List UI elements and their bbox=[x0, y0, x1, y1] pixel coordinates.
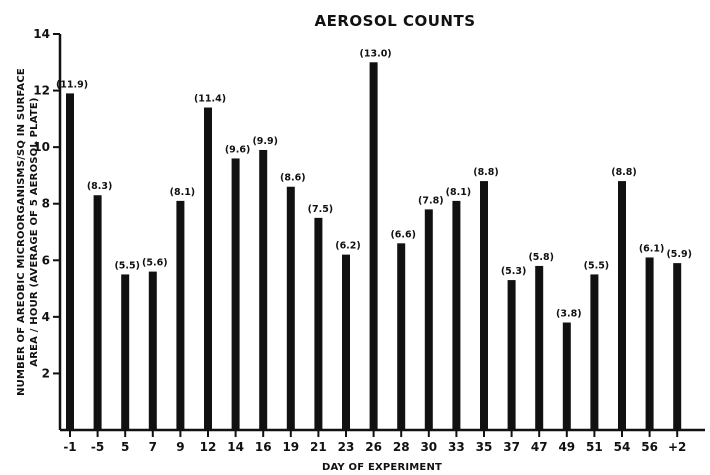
y-axis-label-line-1: NUMBER OF AREOBIC MICROORGANISMS/SQ IN S… bbox=[16, 68, 27, 396]
bar-9 bbox=[286, 186, 295, 430]
data-labels: (11.9)(8.3)(5.5) (5.6)(8.1)(11.4)(9.6)(9.… bbox=[56, 48, 692, 319]
chart-title: AEROSOL COUNTS bbox=[314, 12, 475, 30]
bar-1 bbox=[66, 93, 74, 431]
x-tick-label: -1 bbox=[63, 440, 76, 454]
x-tick-label: 33 bbox=[448, 440, 465, 454]
bar-6 bbox=[204, 107, 212, 431]
x-tick-label: 30 bbox=[420, 440, 437, 454]
bar-10 bbox=[314, 217, 323, 430]
bar-20 bbox=[590, 274, 599, 430]
data-label-23: (5.9) bbox=[666, 249, 692, 260]
x-tick-label: 23 bbox=[338, 440, 355, 454]
y-tick-label: 8 bbox=[42, 197, 50, 211]
bar-14 bbox=[424, 209, 433, 430]
bar-12 bbox=[369, 62, 378, 431]
bar-16 bbox=[480, 181, 488, 430]
data-label-13: (6.6) bbox=[390, 229, 416, 240]
bars bbox=[66, 62, 682, 431]
y-axis-label-group: NUMBER OF AREOBIC MICROORGANISMS/SQ IN S… bbox=[16, 68, 40, 396]
x-tick-label: 49 bbox=[558, 440, 575, 454]
data-label-11: (6.2) bbox=[335, 241, 361, 252]
data-label-7: (9.6) bbox=[225, 144, 251, 155]
x-tick-label: 51 bbox=[586, 440, 603, 454]
data-label-2: (8.3) bbox=[87, 181, 113, 192]
x-tick-label: 47 bbox=[531, 440, 548, 454]
y-tick-label: 12 bbox=[33, 84, 50, 98]
data-label-10: (7.5) bbox=[308, 204, 334, 215]
data-label-18: (5.8) bbox=[528, 252, 554, 263]
data-label-9: (8.6) bbox=[280, 173, 306, 184]
data-label-4: (5.6) bbox=[142, 258, 168, 269]
bar-4 bbox=[148, 271, 157, 430]
x-tick-label: 56 bbox=[641, 440, 658, 454]
x-axis-label: DAY OF EXPERIMENT bbox=[322, 462, 442, 473]
bar-23 bbox=[673, 263, 682, 430]
bar-13 bbox=[397, 243, 406, 430]
x-tick-label: 35 bbox=[476, 440, 493, 454]
x-tick-label: 7 bbox=[149, 440, 157, 454]
x-tick-label: -5 bbox=[91, 440, 104, 454]
x-tick-label: 12 bbox=[200, 440, 217, 454]
data-label-3: (5.5) bbox=[114, 260, 140, 271]
bar-11 bbox=[342, 254, 350, 430]
y-tick-label: 4 bbox=[42, 310, 50, 324]
x-tick-label: 37 bbox=[503, 440, 520, 454]
data-label-8: (9.9) bbox=[252, 136, 278, 147]
x-tick-label: 26 bbox=[365, 440, 382, 454]
bar-22 bbox=[645, 257, 654, 430]
data-label-19: (3.8) bbox=[556, 309, 582, 320]
x-tick-label: 9 bbox=[176, 440, 184, 454]
y-axis-label-line-2: AREA / HOUR (AVERAGE OF 5 AEROSOL PLATE) bbox=[29, 97, 40, 366]
x-tick-label: 21 bbox=[310, 440, 327, 454]
bar-18 bbox=[535, 265, 544, 430]
data-label-6: (11.4) bbox=[194, 94, 226, 105]
x-tick-label: 19 bbox=[282, 440, 299, 454]
data-label-17: (5.3) bbox=[501, 266, 527, 277]
x-tick-label: +2 bbox=[668, 440, 686, 454]
bar-19 bbox=[562, 322, 571, 430]
data-label-22: (6.1) bbox=[639, 243, 665, 254]
y-tick-label: 2 bbox=[42, 366, 50, 380]
y-ticks: 2 4 6 8 10 12 14 bbox=[33, 27, 60, 380]
data-label-20: (5.5) bbox=[584, 260, 610, 271]
x-tick-label: 14 bbox=[227, 440, 244, 454]
bar-5 bbox=[176, 200, 185, 430]
y-tick-label: 10 bbox=[33, 140, 50, 154]
x-tick-label: 28 bbox=[393, 440, 410, 454]
data-label-21: (8.8) bbox=[611, 167, 637, 178]
data-label-5: (8.1) bbox=[170, 187, 196, 198]
x-tick-label: 5 bbox=[121, 440, 129, 454]
bar-17 bbox=[507, 280, 516, 430]
bar-15 bbox=[452, 200, 461, 430]
bar-7 bbox=[231, 158, 240, 430]
y-tick-label: 6 bbox=[42, 253, 50, 267]
data-label-12: (13.0) bbox=[360, 48, 392, 59]
data-label-15: (8.1) bbox=[446, 187, 472, 198]
x-tick-label: 16 bbox=[255, 440, 272, 454]
bar-8 bbox=[259, 149, 268, 430]
data-label-16: (8.8) bbox=[473, 167, 499, 178]
bar-2 bbox=[93, 195, 102, 430]
bar-3 bbox=[121, 274, 130, 430]
x-ticks: -1 -5 5 7 9 12 14 16 19 21 23 26 28 30 33 35 37 47 49 51 54 5… bbox=[63, 430, 686, 454]
data-label-14: (7.8) bbox=[418, 195, 444, 206]
bar-21 bbox=[618, 181, 626, 430]
x-tick-label: 54 bbox=[614, 440, 631, 454]
data-label-1: (11.9) bbox=[56, 79, 88, 90]
y-tick-label: 14 bbox=[33, 27, 50, 41]
